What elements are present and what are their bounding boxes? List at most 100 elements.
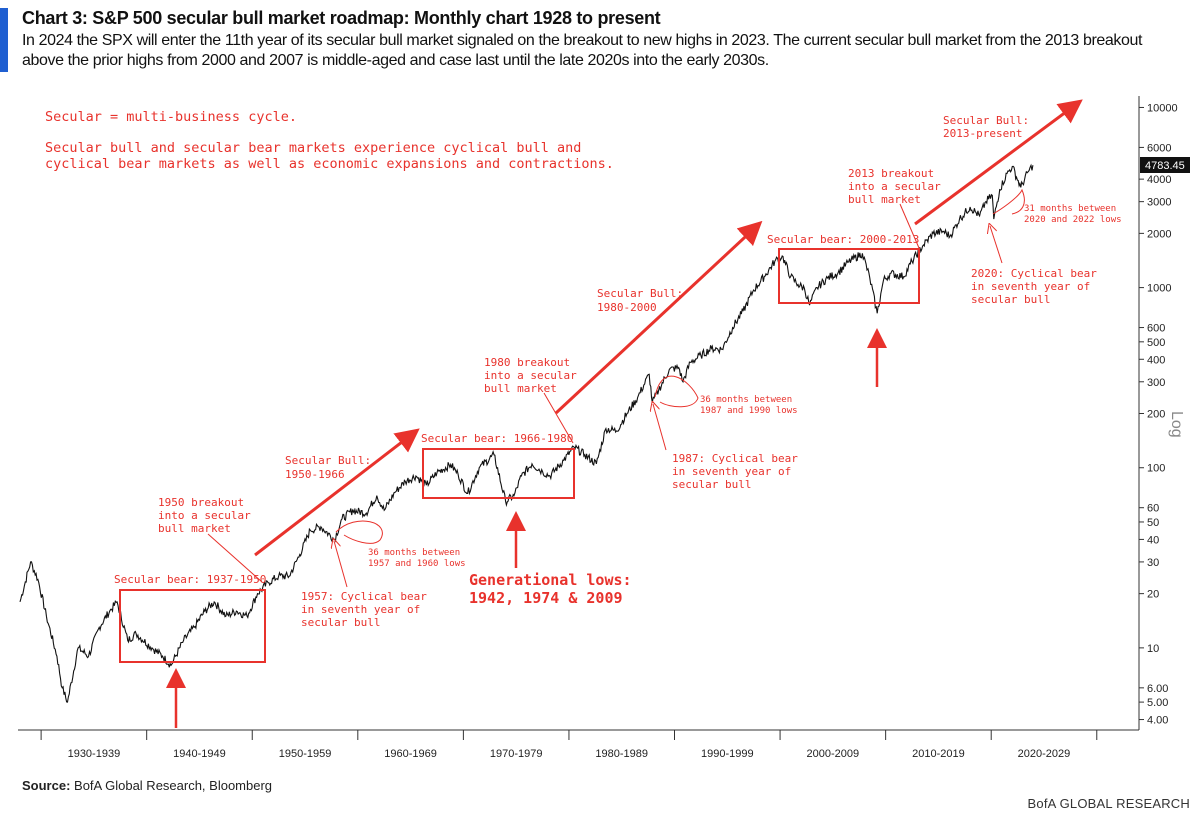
pointer-breakout-1980	[543, 392, 574, 444]
label-bear-2000: Secular bear: 2000-2013	[767, 233, 919, 246]
y-tick-label: 500	[1147, 337, 1165, 349]
label-cyc-1987-line-2: in seventh year of	[672, 465, 791, 478]
label-cyc-2020-line-1: 2020: Cyclical bear	[971, 267, 1097, 280]
y-tick-label: 4000	[1147, 174, 1171, 186]
label-cyc-1957-line-2: in seventh year of	[301, 603, 420, 616]
x-tick-label: 2000-2009	[807, 748, 860, 760]
bull-arrows	[254, 99, 1083, 557]
y-tick-label: 40	[1147, 534, 1159, 546]
label-breakout-1980-line-2: into a secular	[484, 369, 577, 382]
y-tick-label: 10000	[1147, 102, 1178, 114]
arrow-bull-1980	[554, 220, 763, 415]
y-ticks: 10000 6000 4000 3000 2000 1000 600 500 400 300 200…	[1139, 102, 1178, 727]
brand-footer: BofA GLOBAL RESEARCH	[1027, 796, 1190, 811]
label-cyc-1957-line-3: secular bull	[301, 616, 380, 629]
label-breakout-1950-line-2: into a secular	[158, 509, 251, 522]
label-bull-2013-line-2: 2013-present	[943, 127, 1022, 140]
box-bear-1937	[119, 589, 266, 663]
x-tick-label: 2010-2019	[912, 748, 965, 760]
arrow-bull-1950	[254, 428, 420, 557]
y-tick-label: 30	[1147, 557, 1159, 569]
label-bull-1950-line-1: Secular Bull:	[285, 454, 371, 467]
source-text: BofA Global Research, Bloomberg	[74, 778, 273, 793]
x-ticks: 1930-1939 1940-1949 1950-1959 1960-1969 1970…	[40, 730, 1098, 760]
label-bull-1950-line-2: 1950-1966	[285, 468, 345, 481]
label-bull-2013-line-1: Secular Bull:	[943, 114, 1029, 127]
accent-bar	[0, 8, 8, 72]
y-tick-label: 600	[1147, 323, 1165, 335]
source-label: Source:	[22, 778, 71, 793]
chart-subtitle: In 2024 the SPX will enter the 11th year…	[22, 32, 1143, 69]
definition-line-2b: cyclical bear markets as well as economi…	[45, 156, 614, 172]
label-months-2020-line-2: 2020 and 2022 lows	[1024, 215, 1122, 225]
label-breakout-1950-line-1: 1950 breakout	[158, 496, 244, 509]
y-tick-label: 2000	[1147, 228, 1171, 240]
x-tick-label: 1970-1979	[490, 748, 543, 760]
y-tick-label: 6.00	[1147, 683, 1168, 695]
label-generational-lows-line-2: 1942, 1974 & 2009	[469, 589, 623, 607]
label-breakout-2013-line-2: into a secular	[848, 180, 941, 193]
label-months-1987-line-1: 36 months between	[700, 395, 792, 405]
last-value-label: 4783.45	[1145, 160, 1185, 172]
axes	[18, 96, 1140, 731]
chart-title: Chart 3: S&P 500 secular bull market roa…	[22, 8, 661, 28]
generational-low-arrows	[166, 328, 887, 728]
label-months-2020-line-1: 31 months between	[1024, 204, 1116, 214]
y-tick-label: 10	[1147, 643, 1159, 655]
y-axis-label: Log	[1168, 411, 1185, 438]
y-tick-label: 6000	[1147, 142, 1171, 154]
label-cyc-1987-line-3: secular bull	[672, 478, 751, 491]
box-bear-2000	[778, 248, 920, 304]
y-tick-label: 1000	[1147, 283, 1171, 295]
pointer-lines	[207, 188, 1025, 588]
pointer-cyc-1957	[334, 541, 348, 588]
arrow-bull-2013	[914, 99, 1083, 226]
definition-line-1: Secular = multi-business cycle.	[45, 109, 297, 125]
x-tick-label: 2020-2029	[1018, 748, 1071, 760]
curve-1957-1960	[335, 520, 383, 544]
curve-1987-1990	[654, 375, 699, 408]
box-bear-1966	[422, 448, 575, 499]
y-tick-label: 4.00	[1147, 715, 1168, 727]
y-tick-label: 300	[1147, 377, 1165, 389]
x-tick-label: 1990-1999	[701, 748, 754, 760]
secular-bear-boxes	[119, 248, 920, 663]
label-cyc-2020-line-3: secular bull	[971, 293, 1050, 306]
label-months-1957-line-1: 36 months between	[368, 548, 460, 558]
y-tick-label: 60	[1147, 503, 1159, 515]
label-breakout-1980-line-1: 1980 breakout	[484, 356, 570, 369]
x-tick-label: 1940-1949	[173, 748, 226, 760]
curve-2020-2022	[992, 188, 1025, 215]
label-generational-lows-line-1: Generational lows:	[469, 571, 632, 589]
y-tick-label: 400	[1147, 354, 1165, 366]
definition-line-2a: Secular bull and secular bear markets ex…	[45, 140, 581, 156]
label-cyc-2020-line-2: in seventh year of	[971, 280, 1090, 293]
label-breakout-1950-line-3: bull market	[158, 522, 231, 535]
label-bull-1980-line-1: Secular Bull:	[597, 287, 683, 300]
x-tick-label: 1950-1959	[279, 748, 332, 760]
label-breakout-1980-line-3: bull market	[484, 382, 557, 395]
y-tick-label: 5.00	[1147, 697, 1168, 709]
label-cyc-1987-line-1: 1987: Cyclical bear	[672, 452, 798, 465]
label-bear-1937: Secular bear: 1937-1950	[114, 573, 266, 586]
x-tick-label: 1980-1989	[595, 748, 648, 760]
x-tick-label: 1960-1969	[384, 748, 437, 760]
pointer-breakout-1950	[207, 533, 263, 583]
label-bull-1980-line-2: 1980-2000	[597, 301, 657, 314]
y-tick-label: 200	[1147, 409, 1165, 421]
last-value-badge: 4783.45	[1140, 157, 1190, 173]
y-tick-label: 3000	[1147, 197, 1171, 209]
label-cyc-1957-line-1: 1957: Cyclical bear	[301, 590, 427, 603]
label-breakout-2013-line-3: bull market	[848, 193, 921, 206]
pointer-cyc-2020	[990, 226, 1003, 264]
y-tick-label: 100	[1147, 463, 1165, 475]
y-tick-label: 20	[1147, 589, 1159, 601]
pointer-cyc-1987	[653, 404, 667, 451]
x-tick-label: 1930-1939	[68, 748, 121, 760]
label-months-1957-line-2: 1957 and 1960 lows	[368, 559, 466, 569]
series-line-spx	[19, 163, 1034, 703]
source-note: Source: BofA Global Research, Bloomberg	[22, 778, 272, 793]
label-months-1987-line-2: 1987 and 1990 lows	[700, 406, 798, 416]
pointer-breakout-2013	[899, 203, 920, 249]
